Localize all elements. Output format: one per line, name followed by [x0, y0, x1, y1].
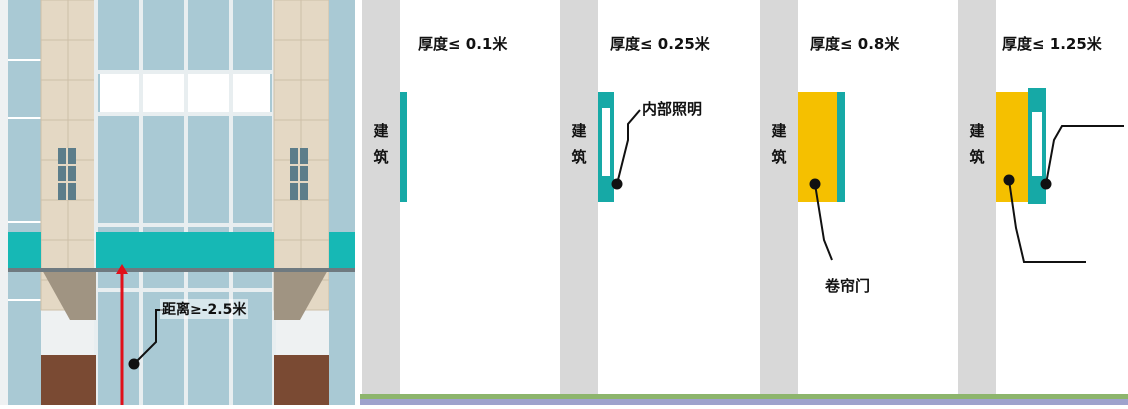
sign-panel-4: 厚度≤ 1.25米 建 筑: [958, 0, 1128, 405]
rolling-shutter-label: 卷帘门: [825, 277, 871, 295]
sign-panel-2: 厚度≤ 0.25米 内部照明 建 筑: [560, 0, 760, 405]
building-label: 建 筑: [771, 122, 787, 166]
internal-light: [1032, 112, 1042, 176]
sign-panel-3: 厚度≤ 0.8米 卷帘门 建 筑: [760, 0, 958, 405]
panel-3-diagram: [760, 0, 845, 395]
building-wall: [560, 0, 598, 395]
internal-lighting-label: 内部照明: [642, 100, 703, 118]
building-label: 建 筑: [969, 122, 985, 166]
callout-line-light: [1045, 125, 1124, 185]
panel-4-diagram: [958, 0, 1124, 395]
building-wall: [362, 0, 400, 395]
storefront-facade-illustration: [0, 0, 355, 405]
rolling-shutter-box: [996, 92, 1030, 202]
thickness-label: 厚度≤ 0.1米: [418, 35, 508, 53]
building-wall: [760, 0, 798, 395]
callout-line: [616, 109, 641, 185]
ground-strip: [360, 394, 1128, 405]
panel-1-diagram: [362, 0, 407, 395]
thickness-label: 厚度≤ 1.25米: [1002, 35, 1102, 53]
callout-line-shutter: [1008, 179, 1086, 263]
callout-line: [814, 183, 833, 261]
building-label: 建 筑: [571, 122, 587, 166]
flat-sign: [400, 92, 407, 202]
building-label: 建 筑: [373, 122, 389, 166]
building-wall: [958, 0, 996, 395]
thickness-label: 厚度≤ 0.8米: [810, 35, 900, 53]
clearance-distance-label: 距离≥-2.5米: [160, 299, 249, 319]
thickness-label: 厚度≤ 0.25米: [610, 35, 710, 53]
flat-sign: [837, 92, 845, 202]
sign-panel-1: 厚度≤ 0.1米 建 筑: [360, 0, 560, 405]
panel-2-diagram: [560, 0, 641, 395]
internal-light: [602, 108, 610, 176]
